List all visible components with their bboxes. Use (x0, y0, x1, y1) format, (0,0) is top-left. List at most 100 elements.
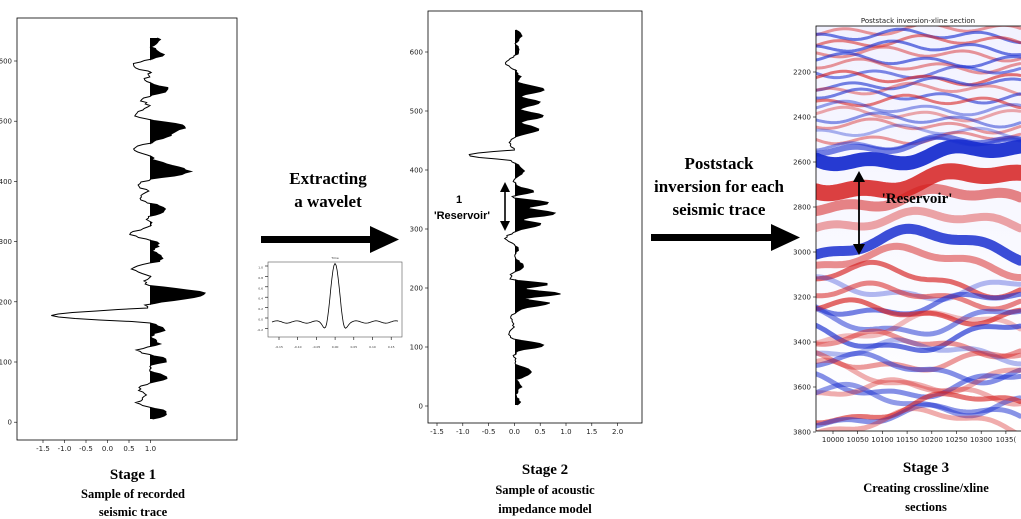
stage3-y-tick-label: 3600 (793, 384, 811, 392)
stage3-y-tick-label: 3200 (793, 294, 811, 302)
wavelet-y-tick-label: 1.0 (258, 266, 263, 270)
wavelet-x-tick-label: 0.05 (350, 345, 357, 349)
stage3-y-tick-label: 3000 (793, 249, 811, 257)
stage3-x-tick-label: 10200 (921, 436, 943, 444)
stage2-y-tick-label: 300 (410, 226, 423, 234)
stage1-y-tick-label: 400 (0, 178, 12, 186)
stage2-y-tick-label: 200 (410, 285, 423, 293)
arrow2-label-line2: inversion for each (654, 177, 785, 196)
stage3-y-tick-label: 2800 (793, 204, 811, 212)
wavelet-title: Time (330, 256, 338, 260)
wavelet-y-tick-label: 0.0 (258, 318, 263, 322)
stage3-xline-section: 10000 10050 10100 10150 10200 10250 10300 1035(… (793, 25, 1021, 444)
stage1-y-tick-label: 100 (0, 359, 12, 367)
stage3-section-frame (815, 25, 1021, 432)
stage3-y-tick-label: 2600 (793, 159, 811, 167)
stage3-x-tick-label: 10000 (822, 436, 844, 444)
wavelet-y-tick-label: 0.2 (258, 307, 263, 311)
stage2-x-tick-label: -1.5 (430, 428, 444, 436)
wavelet-x-axis: -0.15 -0.10 -0.05 0.00 0.05 0.10 0.15 (275, 337, 395, 349)
stage1-x-axis: -1.5 -1.0 -0.5 0.0 0.5 1.0 (36, 440, 156, 453)
stage2-y-tick-label: 500 (410, 108, 423, 116)
stage2-annotation-label: 'Reservoir' (434, 210, 490, 222)
stage2-x-tick-label: -1.0 (456, 428, 470, 436)
stage3-reservoir-double-arrow (853, 171, 865, 255)
stage1-x-tick-label: -0.5 (79, 445, 93, 453)
stage3-x-tick-label: 10050 (847, 436, 869, 444)
wavelet-x-tick-label: -0.10 (294, 345, 302, 349)
stage1-plot-frame (16, 17, 238, 441)
wavelet-frame (267, 261, 403, 338)
stage3-y-tick-label: 3400 (793, 339, 811, 347)
stage1-subtitle-line2: seismic trace (99, 505, 168, 519)
stage2-x-tick-label: 0.0 (509, 428, 520, 436)
stage1-title: Stage 1 (110, 467, 156, 483)
stage2-x-axis: -1.5 -1.0 -0.5 0.0 0.5 1.0 1.5 2.0 (430, 423, 623, 436)
stage2-x-tick-label: 0.5 (535, 428, 546, 436)
stage2-subtitle-line2: impedance model (498, 502, 592, 516)
stage1-y-tick-label: 200 (0, 298, 12, 306)
wavelet-y-tick-label: 0.4 (258, 297, 263, 301)
wavelet-y-tick-label: 0.8 (258, 276, 263, 280)
stage2-positive-fill (515, 30, 561, 405)
wavelet-y-axis: 1.0 0.8 0.6 0.4 0.2 0.0 -0.2 (257, 266, 268, 332)
stage2-y-tick-label: 100 (410, 344, 423, 352)
arrow2-right-arrow (651, 224, 800, 251)
wavelet-x-tick-label: -0.15 (275, 345, 283, 349)
stage2-x-tick-label: -0.5 (482, 428, 496, 436)
arrow1-right-arrow (261, 226, 399, 253)
stage2-annotation-number: 1 (456, 194, 462, 206)
stage2-reservoir-double-arrow (500, 182, 510, 231)
stage3-y-tick-label: 3800 (793, 429, 811, 437)
stage3-y-tick-label: 2200 (793, 69, 811, 77)
stage1-x-tick-label: -1.5 (36, 445, 50, 453)
wavelet-x-tick-label: 0.10 (369, 345, 376, 349)
wavelet-x-tick-label: -0.05 (313, 345, 321, 349)
arrow2-label-line1: Poststack (685, 154, 754, 173)
stage3-x-tick-label: 10300 (970, 436, 992, 444)
stage3-x-tick-label: 10250 (945, 436, 967, 444)
stage3-annotation-label: 'Reservoir' (882, 191, 953, 207)
stage3-x-axis: 10000 10050 10100 10150 10200 10250 10300 1035( (822, 431, 1017, 444)
stage2-title: Stage 2 (522, 462, 568, 478)
stage1-trace-plot: -1.5 -1.0 -0.5 0.0 0.5 1.0 600 500 400 300 200 100… (0, 17, 238, 453)
stage3-seismic-bands (816, 26, 1021, 431)
stage3-section-title: Poststack inversion-xline section (861, 17, 975, 25)
stage3-subtitle-line2: sections (905, 500, 947, 514)
wavelet-inset-plot: Time -0.15 -0.10 -0.05 0.00 0.05 0.10 0.15 1.0… (257, 256, 403, 349)
stage1-x-tick-label: 0.0 (102, 445, 113, 453)
wavelet-x-tick-label: 0.00 (332, 345, 339, 349)
stage2-x-tick-label: 1.5 (586, 428, 597, 436)
arrow2-label-line3: seismic trace (673, 200, 766, 219)
stage1-x-tick-label: 0.5 (123, 445, 134, 453)
stage1-y-tick-label: 0 (8, 419, 12, 427)
wavelet-y-tick-label: -0.2 (257, 328, 263, 332)
stage1-y-tick-label: 300 (0, 238, 12, 246)
stage2-y-tick-label: 0 (419, 403, 423, 411)
stage3-y-axis: 2200 2400 2600 2800 3000 3200 3400 3600 3800 (793, 69, 816, 437)
stage1-y-tick-label: 500 (0, 118, 12, 126)
stage3-y-tick-label: 2400 (793, 114, 811, 122)
stage1-trace-line (51, 37, 207, 420)
wavelet-x-tick-label: 0.15 (388, 345, 395, 349)
stage1-y-axis: 600 500 400 300 200 100 0 (0, 58, 17, 427)
arrow1-label-line1: Extracting (289, 169, 367, 188)
stage1-y-tick-label: 600 (0, 58, 12, 66)
stage2-y-axis: 600 500 400 300 200 100 0 (410, 49, 428, 411)
stage3-x-tick-label: 1035( (996, 436, 1017, 444)
stage1-positive-fill (150, 38, 206, 419)
stage1-x-tick-label: 1.0 (145, 445, 156, 453)
stage3-subtitle-line1: Creating crossline/xline (863, 481, 989, 495)
stage3-x-tick-label: 10100 (871, 436, 893, 444)
stage2-y-tick-label: 600 (410, 49, 423, 57)
stage3-title: Stage 3 (903, 460, 949, 476)
stage1-subtitle-line1: Sample of recorded (81, 487, 185, 501)
stage1-x-tick-label: -1.0 (58, 445, 72, 453)
stage2-impedance-plot: -1.5 -1.0 -0.5 0.0 0.5 1.0 1.5 2.0 600 500 400 300… (410, 10, 643, 436)
stage2-x-tick-label: 1.0 (560, 428, 571, 436)
stage2-y-tick-label: 400 (410, 167, 423, 175)
wavelet-y-tick-label: 0.6 (258, 286, 263, 290)
stage2-x-tick-label: 2.0 (612, 428, 623, 436)
wavelet-curve (271, 262, 399, 329)
